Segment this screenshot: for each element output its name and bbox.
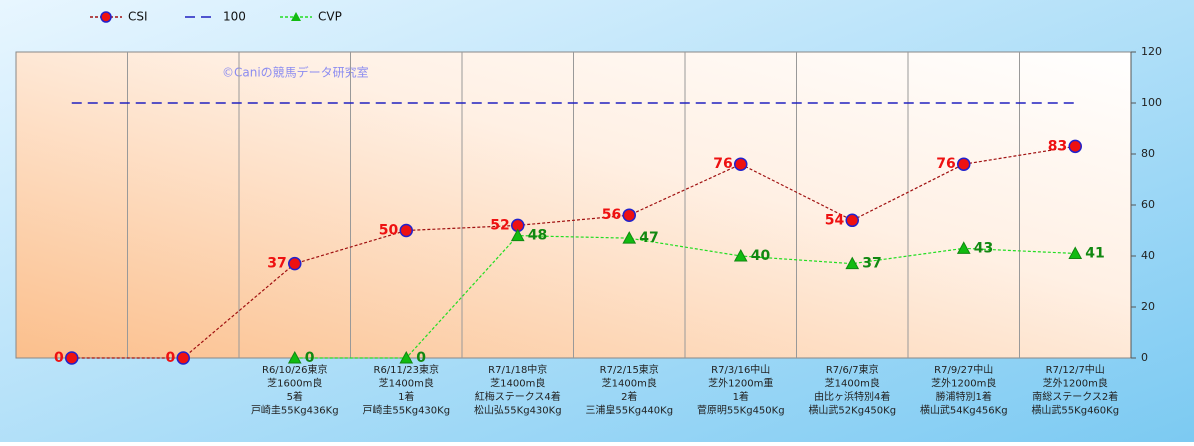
x-tick-label: 戸崎圭55Kg430Kg [362,404,450,417]
x-tick-label: 紅梅ステークス4着 [475,390,561,403]
data-label: 47 [639,230,658,246]
x-tick-label: R6/11/23東京 [374,363,440,376]
x-tick-label: 菅原明55Kg450Kg [697,405,785,417]
x-tick-label: 南総ステークス2着 [1032,390,1118,403]
data-label: 37 [862,256,881,272]
data-label: 41 [1085,245,1104,261]
y-tick-label: 40 [1141,249,1155,262]
x-tick-label: 1着 [398,390,414,403]
point [845,213,859,228]
point [845,256,860,270]
series-line [294,234,1076,359]
data-label: 37 [267,256,286,272]
data-label: 40 [751,248,771,264]
data-label: 76 [713,156,732,172]
x-tick-label: R7/2/15東京 [600,363,659,376]
point [399,223,413,238]
x-tick-label: 2着 [621,390,637,403]
x-tick-label: 横山武55Kg460Kg [1031,404,1119,417]
data-label: 0 [416,350,426,366]
y-tick-label: 0 [1141,351,1148,364]
x-tick-label: 芝1400m良 [379,377,434,390]
point [399,350,414,364]
x-tick-label: 松山弘55Kg430Kg [474,404,562,417]
data-label: 43 [974,240,993,256]
data-label: 50 [379,223,399,239]
point [288,256,302,271]
x-tick-label: 勝浦特別1着 [936,390,992,403]
watermark: ©Caniの競馬データ研究室 [222,65,369,80]
point [287,350,302,364]
point [1068,246,1083,259]
data-label: 83 [1048,138,1067,154]
x-tick-label: R7/1/18中京 [488,363,547,376]
point [957,157,971,171]
x-tick-label: R6/10/26東京 [262,363,328,376]
x-tick-label: 芝外1200m良 [931,377,996,390]
data-label: 0 [166,350,176,366]
data-label: 56 [602,207,621,223]
point [622,231,637,244]
point [1068,139,1082,154]
x-tick-label: 1着 [733,390,749,403]
legend-label: CSI [128,10,148,24]
x-tick-label: 5着 [287,390,303,403]
y-tick-label: 60 [1141,198,1155,211]
x-tick-label: R7/9/27中山 [934,363,993,376]
x-tick-label: 由比ヶ浜特別4着 [814,390,890,403]
series-line [71,145,1076,359]
legend-marker [100,11,112,23]
legend-label: CVP [318,10,342,24]
point [510,228,525,242]
y-tick-label: 100 [1141,96,1162,109]
point [176,351,190,365]
point [733,248,748,262]
x-tick-label: 芝1400m良 [490,377,545,390]
x-tick-label: R7/6/7東京 [826,363,879,376]
y-tick-label: 20 [1141,300,1155,313]
legend-label: 100 [223,10,246,24]
x-tick-label: 芝1400m良 [825,377,880,390]
legend-marker [291,12,301,21]
y-tick-label: 80 [1141,147,1155,160]
x-tick-label: 芝1400m良 [602,377,657,390]
x-tick-label: 横山武52Kg450Kg [808,404,896,417]
data-label: 76 [936,156,955,172]
data-label: 52 [490,217,509,233]
x-tick-label: 三浦皇55Kg440Kg [585,404,673,417]
point [622,208,636,222]
x-tick-label: 戸崎圭55Kg436Kg [251,404,339,417]
x-tick-label: 横山武54Kg456Kg [920,404,1008,417]
data-label: 0 [305,350,315,366]
x-tick-label: 芝1600m良 [267,377,322,390]
point [734,157,748,171]
data-label: 0 [54,350,64,366]
x-tick-label: R7/3/16中山 [711,363,770,376]
data-label: 54 [825,212,845,228]
y-tick-label: 120 [1141,45,1162,58]
point [65,351,79,365]
x-tick-label: 芝外1200m良 [1043,377,1108,390]
x-tick-label: 芝外1200m重 [708,377,773,390]
data-label: 48 [528,228,547,244]
point [956,241,971,254]
x-tick-label: R7/12/7中山 [1046,363,1105,376]
